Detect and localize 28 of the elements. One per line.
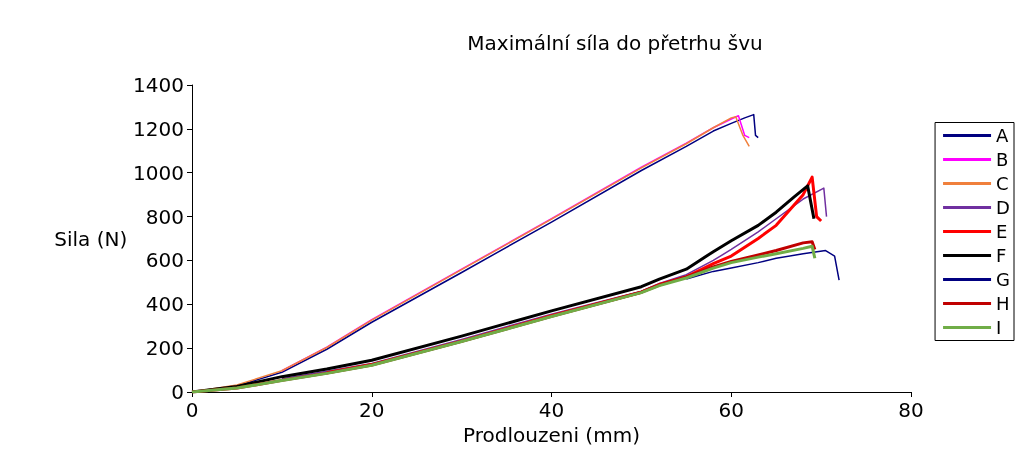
line-series	[281, 114, 750, 372]
x-axis-title: Prodlouzeni (mm)	[463, 422, 640, 447]
line-series	[685, 249, 840, 281]
y-tick-label: 800	[145, 204, 184, 229]
x-tick-label: 80	[898, 398, 924, 422]
legend-label: I	[996, 317, 1002, 338]
legend-label: H	[996, 293, 1010, 314]
y-tick-label: 1000	[133, 160, 184, 185]
x-tick-label: 60	[718, 398, 744, 422]
legend-label: F	[996, 245, 1007, 266]
chart-title: Maximální síla do přetrhu švu	[467, 31, 763, 55]
legend-label: D	[996, 197, 1010, 218]
y-tick-label: 600	[145, 248, 184, 273]
x-tick-label: 0	[185, 398, 199, 422]
legend-label: B	[996, 149, 1009, 170]
x-tick-label: 40	[538, 398, 565, 422]
y-tick-label: 1200	[133, 116, 184, 141]
legend-label: E	[996, 221, 1008, 242]
legend-label: A	[996, 125, 1010, 146]
y-tick-label: 200	[145, 336, 184, 361]
y-tick-label: 0	[171, 380, 184, 404]
legend-label: C	[996, 173, 1009, 194]
y-axis-title: Sila (N)	[54, 226, 128, 251]
y-tick-label: 400	[145, 292, 184, 317]
x-tick-label: 20	[359, 398, 385, 422]
line-series	[281, 187, 828, 380]
y-tick-label: 1400	[133, 73, 184, 97]
legend-label: G	[996, 269, 1010, 290]
